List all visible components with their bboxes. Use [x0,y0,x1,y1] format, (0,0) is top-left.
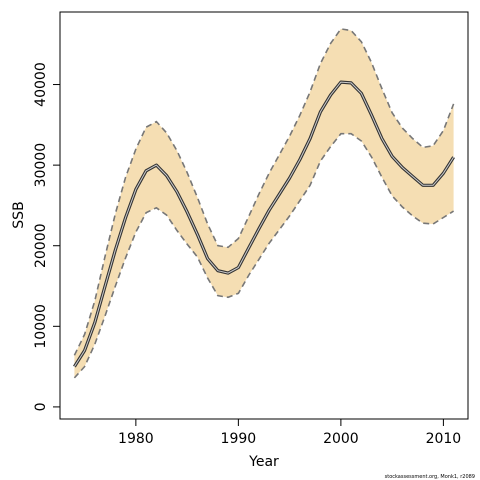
upper-bound-line [73,28,455,356]
y-tick-label: 20000 [33,223,49,268]
y-axis: 0 10000 20000 30000 40000 [33,62,61,411]
y-tick-label: 10000 [33,304,49,349]
x-axis-title: Year [248,454,279,470]
x-tick-label: 1980 [118,431,154,447]
y-axis-title: SSB [11,201,27,228]
x-tick-label: 2000 [323,431,359,447]
y-tick-label: 30000 [33,143,49,188]
x-tick-label: 1990 [221,431,257,447]
y-tick-label: 40000 [33,62,49,107]
ssb-estimate-line-core [73,81,455,367]
x-axis: 1980 1990 2000 2010 [118,418,462,447]
lower-bound-line [73,132,455,379]
plot-area [73,28,455,379]
y-tick-label: 0 [33,402,49,411]
x-tick-label: 2010 [426,431,462,447]
confidence-band [74,28,454,378]
credit-note: stockassessment.org, Monk1, r2089 [385,474,475,480]
